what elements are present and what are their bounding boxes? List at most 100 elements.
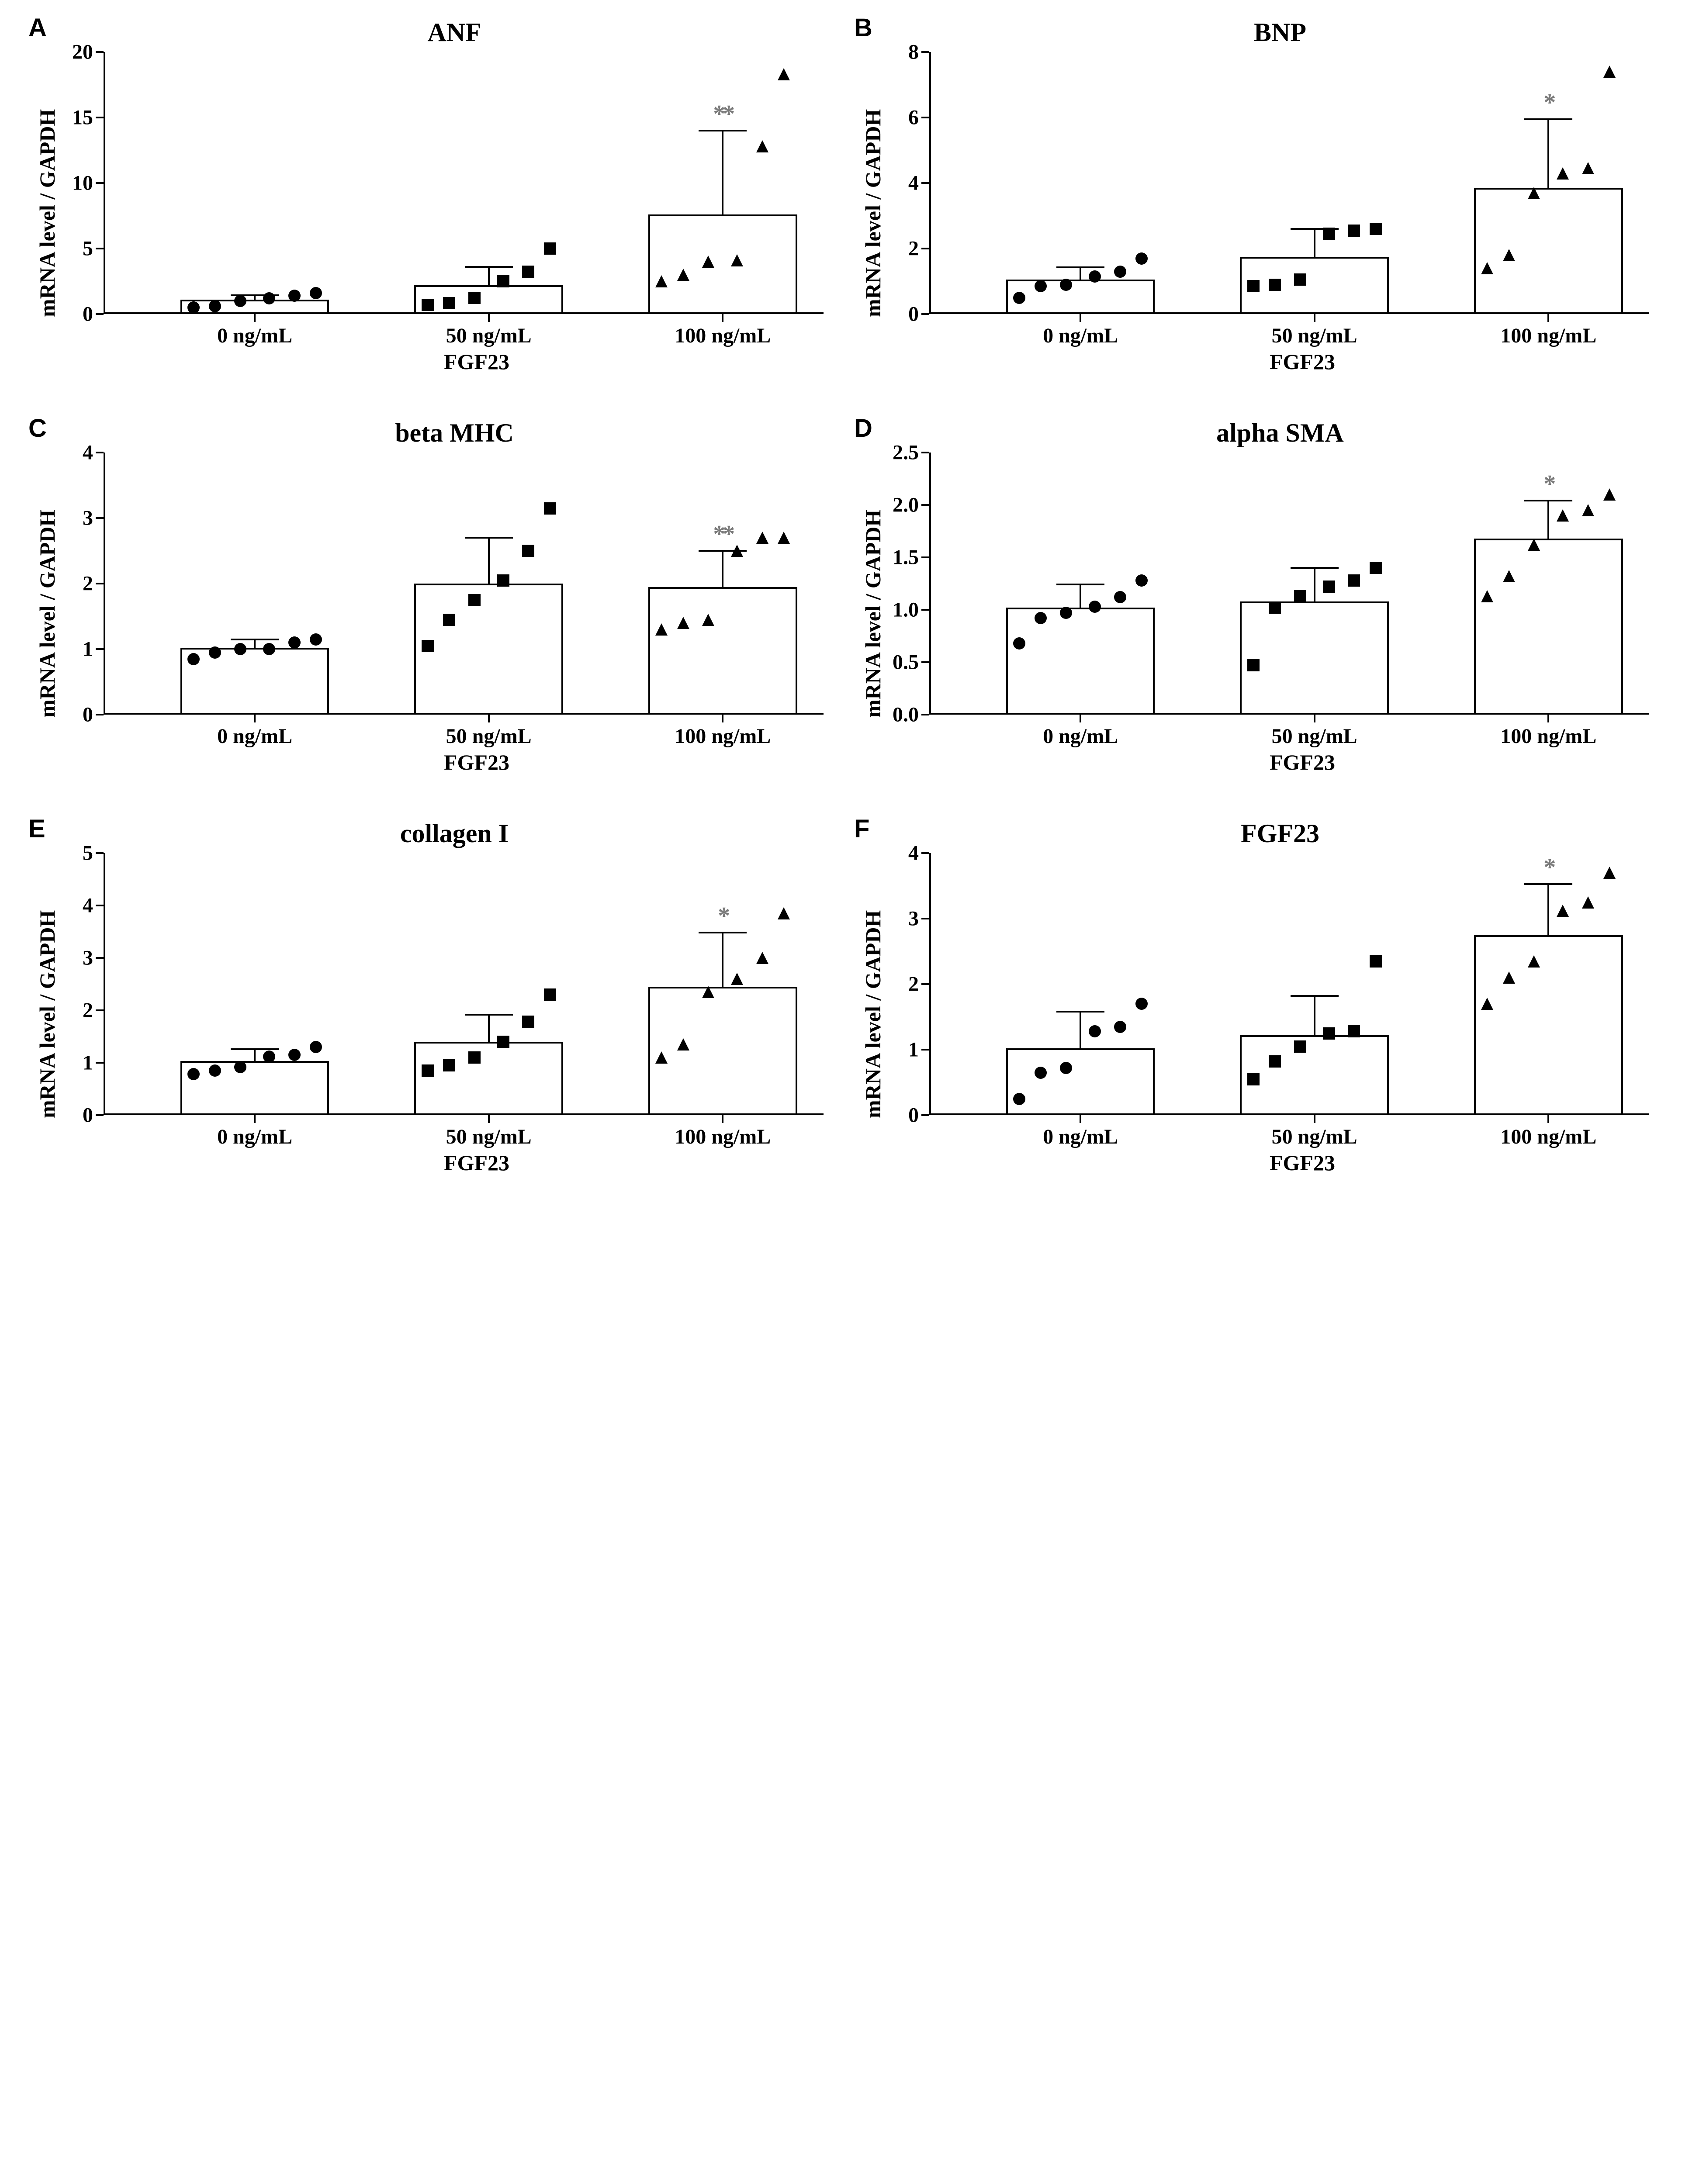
circle-marker [310,1041,322,1053]
square-marker [544,502,556,515]
x-tick-label: 0 ng/mL [1043,1115,1118,1149]
bar [1006,1048,1155,1115]
circle-marker [288,290,301,302]
circle-marker [1013,292,1025,304]
triangle-marker [731,973,743,985]
x-axis-label: FGF23 [929,1150,1649,1175]
y-tick-label: 3 [83,946,104,970]
square-marker [443,1059,455,1071]
bar [1474,188,1623,314]
bar [414,285,563,314]
x-tick-label: 50 ng/mL [1272,314,1357,348]
circle-marker [187,1068,200,1080]
triangle-marker [756,140,768,152]
x-tick-label: 100 ng/mL [1500,1115,1596,1149]
triangle-marker [702,986,714,998]
x-tick-label: 0 ng/mL [1043,715,1118,748]
square-marker [1247,1073,1260,1085]
square-marker [468,292,481,304]
square-marker [443,297,455,309]
bar [180,300,329,314]
y-tick-label: 3 [908,907,929,931]
significance-marker: ** [713,520,732,548]
x-axis-label: FGF23 [929,750,1649,775]
square-marker [1269,601,1281,614]
panel-f: FFGF23mRNA level / GAPDH012340 ng/mL50 n… [858,819,1649,1175]
panel-title: alpha SMA [858,418,1649,448]
significance-marker: * [1544,854,1553,881]
bar [1474,935,1623,1116]
figure-grid: AANFmRNA level / GAPDH051015200 ng/mL50 … [33,17,1649,1175]
square-marker [1323,1027,1335,1040]
y-axis-label: mRNA level / GAPDH [33,853,60,1175]
y-tick-label: 5 [83,237,104,261]
plot-area: 0123450 ng/mL50 ng/mL*100 ng/mL [104,853,824,1115]
y-tick-label: 0.5 [893,650,929,674]
plot-area: 012340 ng/mL50 ng/mL*100 ng/mL [929,853,1649,1115]
square-marker [422,640,434,652]
y-tick-label: 2 [908,972,929,996]
x-tick-label: 50 ng/mL [1272,1115,1357,1149]
bar [648,987,797,1115]
y-tick-label: 0 [908,1103,929,1127]
square-marker [1370,223,1382,235]
bar [1240,601,1389,715]
x-axis-label: FGF23 [104,349,824,374]
circle-marker [288,1049,301,1061]
y-tick-label: 0.0 [893,703,929,727]
panel-d: Dalpha SMAmRNA level / GAPDH0.00.51.01.5… [858,418,1649,775]
circle-marker [187,653,200,665]
square-marker [422,1064,434,1077]
circle-marker [310,633,322,646]
triangle-marker [677,617,689,629]
circle-marker [263,1051,275,1063]
circle-marker [234,295,246,307]
square-marker [1247,659,1260,671]
square-marker [468,594,481,606]
square-marker [544,988,556,1001]
y-tick-label: 2 [83,572,104,596]
y-tick-label: 20 [72,40,104,64]
y-tick-label: 1 [908,1038,929,1062]
panel-letter: C [28,414,47,443]
panel-letter: F [854,814,869,843]
y-tick-label: 8 [908,40,929,64]
triangle-marker [1582,504,1594,516]
square-marker [522,1016,534,1028]
circle-marker [187,301,200,314]
x-tick-label: 100 ng/mL [675,1115,771,1149]
square-marker [468,1051,481,1064]
significance-marker: * [718,902,727,930]
square-marker [443,614,455,626]
circle-marker [1035,1067,1047,1079]
triangle-marker [655,1051,668,1064]
circle-marker [1135,998,1148,1010]
panel-letter: D [854,414,872,443]
bar [180,648,329,715]
x-tick-label: 50 ng/mL [446,314,532,348]
panel-title: ANF [33,17,824,48]
circle-marker [1013,1093,1025,1105]
square-marker [1370,955,1382,968]
circle-marker [1135,574,1148,587]
triangle-marker [655,275,668,287]
bar [1240,1035,1389,1115]
bar [1240,257,1389,314]
panel-title: collagen I [33,819,824,849]
x-tick-label: 50 ng/mL [1272,715,1357,748]
triangle-marker [1528,955,1540,968]
square-marker [1269,1055,1281,1068]
triangle-marker [1503,971,1515,984]
panel-letter: E [28,814,45,843]
y-tick-label: 4 [83,894,104,918]
triangle-marker [1557,167,1569,180]
circle-marker [1035,612,1047,624]
x-axis-label: FGF23 [104,750,824,775]
y-tick-label: 4 [908,841,929,865]
y-tick-label: 4 [908,171,929,195]
square-marker [522,545,534,557]
circle-marker [234,643,246,655]
x-tick-label: 100 ng/mL [1500,314,1596,348]
y-axis-label: mRNA level / GAPDH [33,453,60,775]
triangle-marker [1603,867,1616,879]
